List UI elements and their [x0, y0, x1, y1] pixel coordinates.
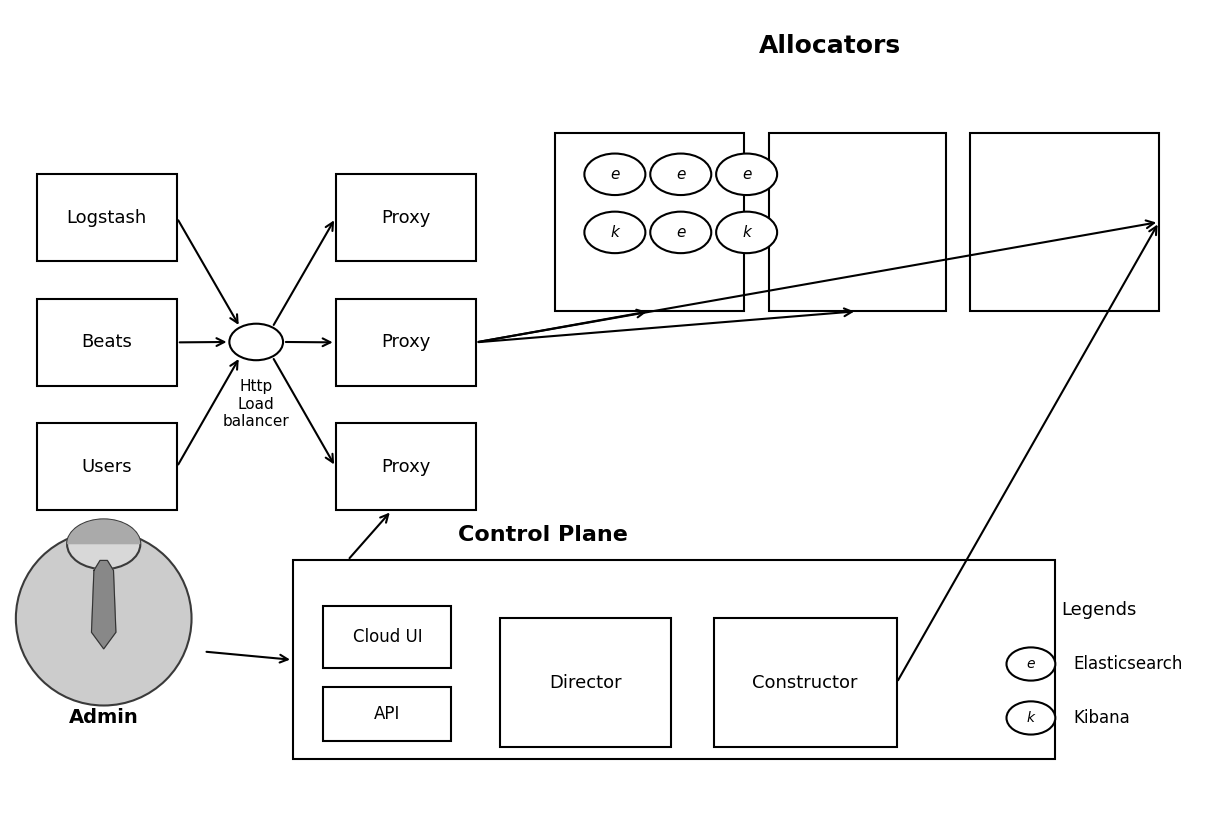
Text: Elasticsearch: Elasticsearch: [1074, 655, 1183, 673]
Polygon shape: [92, 560, 116, 649]
Bar: [37, 174, 177, 261]
Circle shape: [584, 212, 645, 253]
Text: Director: Director: [549, 674, 622, 691]
Bar: [336, 174, 476, 261]
Text: Proxy: Proxy: [381, 458, 431, 476]
Circle shape: [716, 154, 777, 195]
Bar: [500, 618, 671, 747]
Text: e: e: [1027, 657, 1035, 671]
Text: k: k: [610, 225, 620, 240]
Circle shape: [67, 520, 140, 569]
Bar: [37, 299, 177, 386]
Circle shape: [1006, 647, 1055, 681]
Text: Allocators: Allocators: [759, 34, 900, 57]
Circle shape: [650, 154, 711, 195]
Text: e: e: [742, 167, 752, 182]
Text: Proxy: Proxy: [381, 209, 431, 227]
Text: Users: Users: [82, 458, 132, 476]
Text: Constructor: Constructor: [753, 674, 858, 691]
Text: Legends: Legends: [1061, 601, 1137, 619]
Circle shape: [650, 212, 711, 253]
Text: API: API: [375, 706, 400, 723]
Bar: [555, 133, 744, 311]
Text: Control Plane: Control Plane: [458, 525, 628, 545]
Text: Admin: Admin: [68, 709, 139, 727]
Bar: [970, 133, 1159, 311]
Bar: [293, 560, 1055, 759]
Polygon shape: [67, 520, 140, 544]
Bar: [336, 423, 476, 510]
Text: Proxy: Proxy: [381, 334, 431, 351]
Ellipse shape: [16, 531, 192, 706]
Text: k: k: [1027, 711, 1035, 725]
Text: Logstash: Logstash: [67, 209, 146, 227]
Bar: [769, 133, 946, 311]
Text: Beats: Beats: [82, 334, 132, 351]
Bar: [37, 423, 177, 510]
Text: e: e: [610, 167, 620, 182]
Circle shape: [1006, 701, 1055, 735]
Text: e: e: [676, 225, 686, 240]
Bar: [336, 299, 476, 386]
Text: Kibana: Kibana: [1074, 709, 1131, 727]
Circle shape: [584, 154, 645, 195]
Bar: [323, 606, 451, 668]
Text: e: e: [676, 167, 686, 182]
Text: k: k: [742, 225, 752, 240]
Circle shape: [716, 212, 777, 253]
Bar: [714, 618, 897, 747]
Text: Http
Load
balancer: Http Load balancer: [223, 379, 289, 429]
Text: Cloud UI: Cloud UI: [353, 628, 422, 646]
Bar: [323, 687, 451, 741]
Circle shape: [229, 324, 283, 360]
